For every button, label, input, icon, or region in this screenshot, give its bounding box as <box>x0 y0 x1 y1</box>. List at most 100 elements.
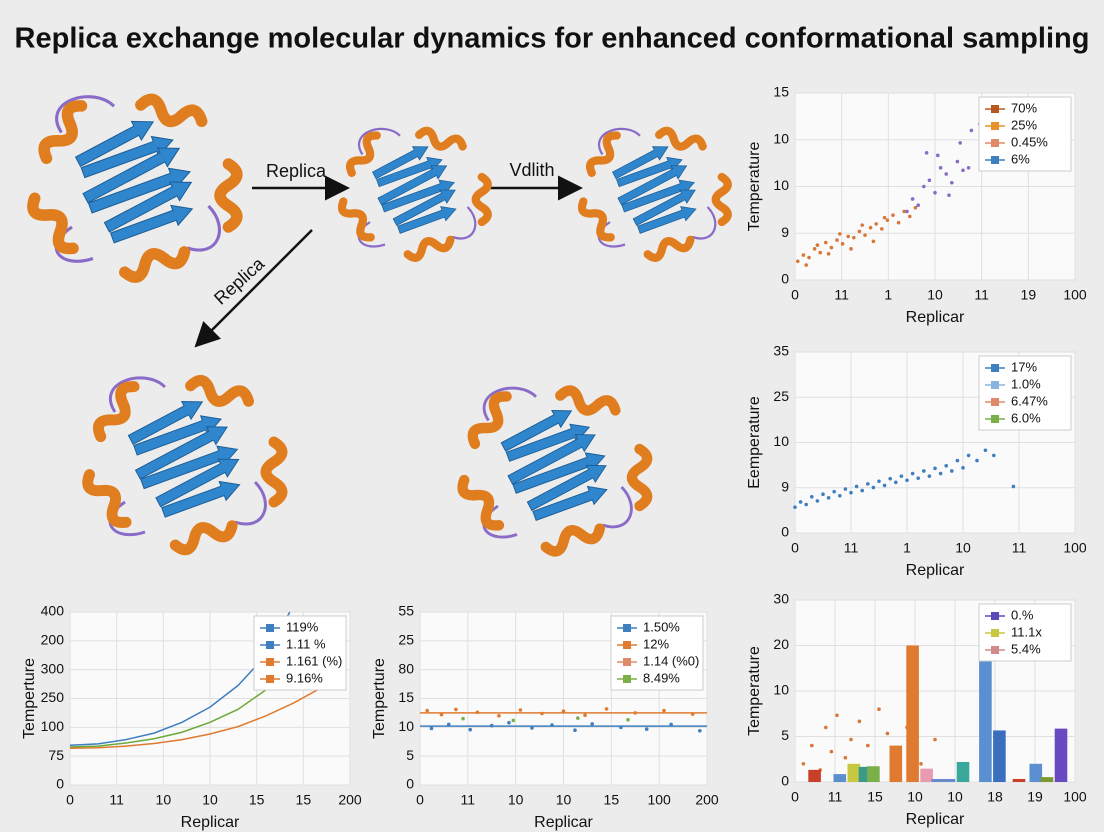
point <box>908 214 912 219</box>
legend-label: 1.50% <box>643 619 680 634</box>
y-axis-title: Eemperature <box>746 396 763 489</box>
line <box>69 676 281 748</box>
x-tick-label: 0 <box>791 540 799 556</box>
point <box>801 762 806 766</box>
y-tick-label: 9 <box>781 478 789 494</box>
legend-label: 25% <box>1011 117 1037 132</box>
point <box>983 448 988 453</box>
strand <box>103 181 193 233</box>
helix <box>214 158 243 233</box>
strand <box>82 147 181 204</box>
strand <box>127 400 204 445</box>
y-tick-label: 5 <box>406 747 414 763</box>
point <box>927 178 932 183</box>
point <box>835 713 839 718</box>
strand <box>109 204 194 244</box>
point <box>975 458 979 463</box>
point <box>877 707 881 711</box>
point <box>573 728 577 733</box>
chart: 0 11 10 10 15 15 200 400 200 300 250 100 75 0 Replicar… <box>21 603 362 832</box>
x-tick-label: 10 <box>927 287 943 303</box>
x-tick-label: 0 <box>791 789 799 805</box>
strand <box>372 146 429 180</box>
line <box>69 683 328 749</box>
x-tick-label: 100 <box>1063 287 1087 303</box>
point <box>801 253 806 257</box>
legend-label: 8.49% <box>643 670 680 685</box>
bar <box>833 774 847 782</box>
legend-swatch <box>991 612 999 620</box>
bar <box>1040 777 1054 782</box>
legend-label: 119% <box>286 619 319 634</box>
point <box>933 466 937 471</box>
x-tick-label: 11 <box>109 792 124 808</box>
legend-label: 5.4% <box>1011 641 1041 656</box>
legend-swatch <box>991 629 999 637</box>
point <box>947 193 951 198</box>
helix <box>93 381 140 443</box>
y-tick-label: 200 <box>41 632 65 648</box>
point <box>843 487 848 491</box>
point <box>662 708 666 713</box>
y-tick-label: 25 <box>773 388 789 404</box>
legend-label: 1.11 % <box>286 636 326 651</box>
point <box>899 474 904 478</box>
point <box>857 229 862 234</box>
bar <box>931 778 945 782</box>
x-tick-label: 15 <box>867 789 883 805</box>
point <box>950 469 954 473</box>
point <box>992 453 996 458</box>
point <box>860 223 864 227</box>
y-tick-label: 9 <box>781 224 789 240</box>
legend-label: 0.45% <box>1011 134 1048 149</box>
strand <box>392 189 456 227</box>
x-tick-label: 10 <box>955 540 971 556</box>
y-tick-label: 250 <box>41 689 65 705</box>
point <box>882 483 887 488</box>
point <box>604 707 609 711</box>
point <box>969 128 974 133</box>
y-tick-label: 25 <box>398 632 414 648</box>
strand <box>397 206 457 234</box>
legend-swatch <box>991 398 999 406</box>
legend-swatch <box>991 122 999 130</box>
point <box>896 220 901 225</box>
chart: 0 11 1 10 11 19 10015101090ReplicarTemperature… <box>746 84 1087 327</box>
point <box>860 488 864 493</box>
strand <box>377 165 448 206</box>
point <box>583 713 587 718</box>
bar <box>1029 763 1043 782</box>
strand <box>140 445 239 490</box>
legend-label: 6.0% <box>1011 410 1041 425</box>
bar <box>847 763 861 782</box>
y-tick-label: 35 <box>773 343 789 359</box>
point <box>824 725 828 730</box>
point <box>944 172 948 176</box>
strand <box>617 165 688 206</box>
point <box>429 726 434 731</box>
point <box>910 197 915 201</box>
helix <box>135 93 208 128</box>
x-tick-label: 11 <box>461 792 476 808</box>
point <box>832 489 836 494</box>
point <box>826 496 831 500</box>
point <box>922 469 926 473</box>
bar <box>808 769 821 782</box>
point <box>868 225 873 230</box>
point <box>590 722 594 726</box>
helix <box>467 391 512 450</box>
point <box>885 218 890 222</box>
point <box>933 737 937 742</box>
y-tick-label: 100 <box>41 718 65 734</box>
y-tick-label: 0 <box>406 776 414 792</box>
point <box>849 247 853 251</box>
legend-swatch <box>623 658 631 666</box>
legend-swatch <box>266 658 274 666</box>
point <box>497 714 501 718</box>
legend-swatch <box>991 364 999 372</box>
bar <box>942 778 956 782</box>
point <box>961 168 965 173</box>
arrow-label: Replica <box>266 161 327 181</box>
point <box>877 479 881 484</box>
arrow <box>194 229 313 348</box>
